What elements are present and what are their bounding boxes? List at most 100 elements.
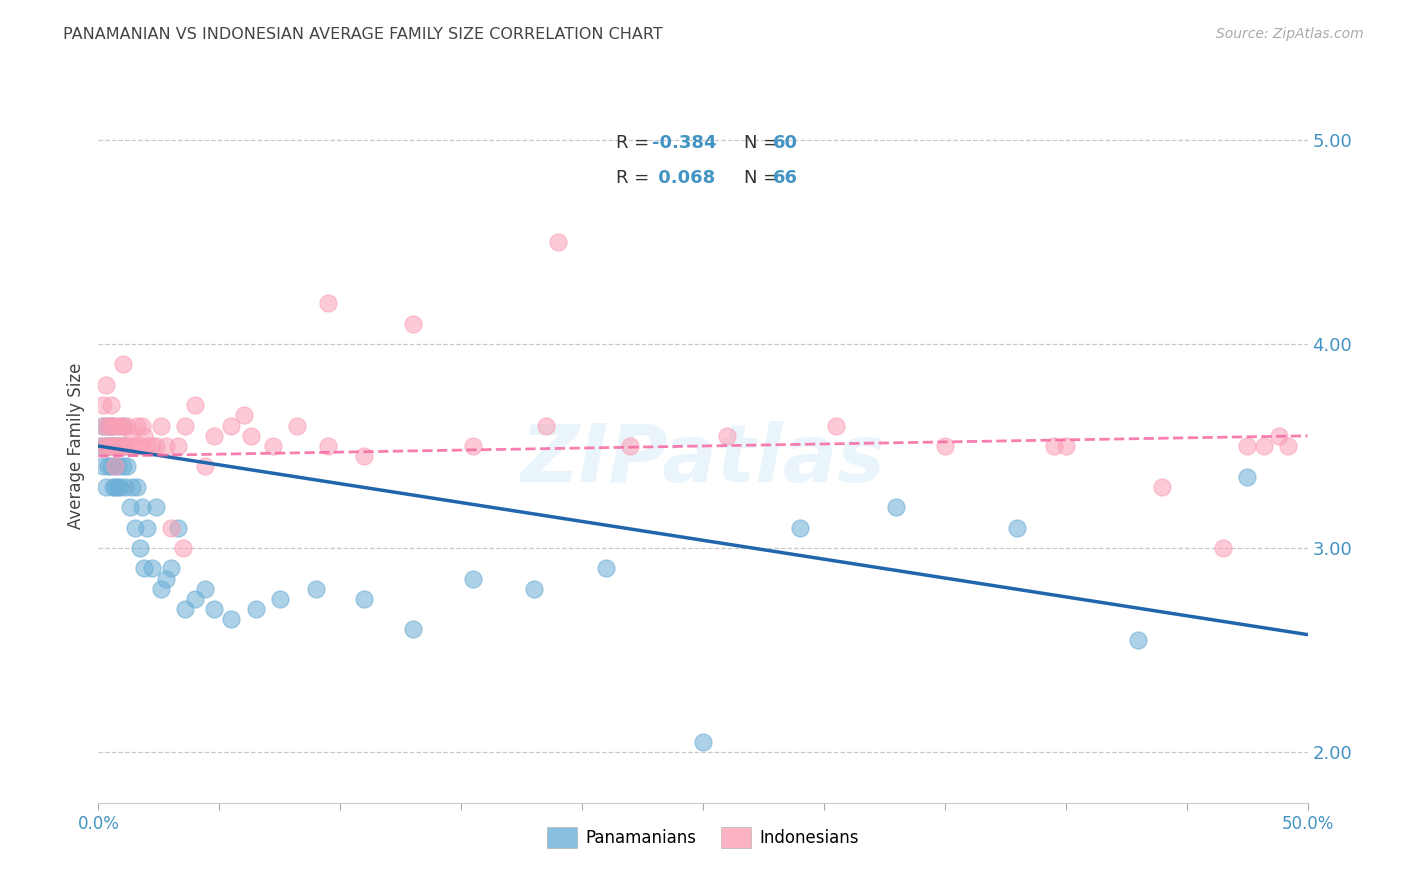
Point [150, 582, 173, 596]
Point [104, 480, 127, 494]
Point [101, 439, 124, 453]
Point [131, 418, 153, 433]
Point [127, 480, 149, 494]
Point [128, 541, 150, 555]
Point [107, 439, 129, 453]
Point [402, 317, 425, 331]
Point [124, 520, 146, 534]
Point [91, 398, 114, 412]
Point [886, 500, 908, 515]
Point [94, 439, 117, 453]
Point [619, 439, 641, 453]
Point [245, 602, 267, 616]
Point [221, 612, 243, 626]
Text: N =: N = [744, 134, 785, 152]
Point [353, 449, 375, 463]
Point [100, 439, 122, 453]
Point [90, 439, 112, 453]
Point [167, 520, 190, 534]
Point [262, 439, 284, 453]
Point [1152, 480, 1174, 494]
Point [114, 439, 136, 453]
Point [108, 418, 131, 433]
Point [104, 459, 127, 474]
Point [1253, 439, 1275, 453]
Point [94, 377, 117, 392]
Y-axis label: Average Family Size: Average Family Size [66, 363, 84, 529]
Point [111, 439, 134, 453]
Point [127, 418, 149, 433]
Point [97, 459, 120, 474]
Text: ZIPatlas: ZIPatlas [520, 421, 886, 500]
Legend: Panamanians, Indonesians: Panamanians, Indonesians [540, 821, 866, 855]
Point [97, 439, 120, 453]
Point [1277, 439, 1299, 453]
Point [692, 734, 714, 748]
Point [101, 480, 124, 494]
Point [463, 572, 485, 586]
Point [94, 439, 117, 453]
Point [285, 418, 308, 433]
Point [107, 418, 129, 433]
Point [194, 459, 217, 474]
Point [134, 561, 156, 575]
Point [100, 459, 122, 474]
Point [100, 418, 122, 433]
Point [141, 561, 163, 575]
Point [172, 541, 194, 555]
Text: PANAMANIAN VS INDONESIAN AVERAGE FAMILY SIZE CORRELATION CHART: PANAMANIAN VS INDONESIAN AVERAGE FAMILY … [63, 27, 664, 42]
Point [269, 591, 291, 606]
Point [1007, 520, 1029, 534]
Point [90, 439, 112, 453]
Point [100, 418, 122, 433]
Point [91, 418, 114, 433]
Point [934, 439, 956, 453]
Point [118, 500, 141, 515]
Point [1042, 439, 1064, 453]
Point [184, 591, 207, 606]
Point [124, 439, 146, 453]
Point [825, 418, 848, 433]
Point [1236, 469, 1258, 483]
Point [111, 418, 134, 433]
Point [107, 480, 129, 494]
Point [716, 429, 738, 443]
Point [184, 398, 207, 412]
Point [145, 500, 167, 515]
Point [114, 439, 136, 453]
Point [134, 429, 156, 443]
Point [117, 418, 139, 433]
Point [111, 358, 134, 372]
Point [131, 500, 153, 515]
Point [174, 418, 197, 433]
Point [316, 439, 339, 453]
Point [595, 561, 617, 575]
Point [160, 561, 183, 575]
Point [160, 520, 183, 534]
Point [534, 418, 557, 433]
Text: Source: ZipAtlas.com: Source: ZipAtlas.com [1216, 27, 1364, 41]
Point [167, 439, 190, 453]
Point [194, 582, 217, 596]
Point [108, 439, 131, 453]
Point [101, 418, 124, 433]
Point [104, 459, 127, 474]
Point [114, 480, 136, 494]
Point [204, 429, 226, 443]
Point [101, 439, 124, 453]
Point [316, 296, 339, 310]
Point [117, 459, 139, 474]
Point [789, 520, 811, 534]
Point [523, 582, 546, 596]
Point [145, 439, 167, 453]
Point [97, 418, 120, 433]
Point [97, 439, 120, 453]
Point [174, 602, 197, 616]
Text: R =: R = [616, 134, 655, 152]
Point [1267, 429, 1289, 443]
Point [141, 439, 163, 453]
Point [121, 480, 143, 494]
Point [101, 418, 124, 433]
Point [135, 520, 157, 534]
Point [91, 418, 114, 433]
